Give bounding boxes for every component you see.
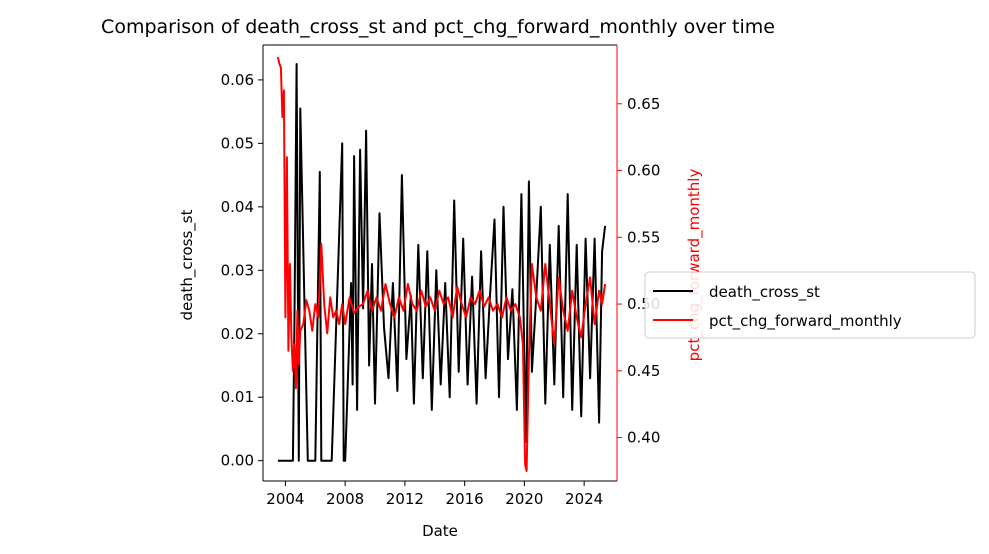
left-y-tick-label: 0.04 [221, 198, 254, 216]
legend: death_cross_st pct_chg_forward_monthly [644, 271, 976, 339]
left-y-tick-label: 0.02 [221, 325, 254, 343]
series-layer [276, 56, 607, 472]
right-y-tick-label: 0.60 [627, 162, 660, 180]
left-y-tick-label: 0.01 [221, 388, 254, 406]
chart-title: Comparison of death_cross_st and pct_chg… [101, 16, 775, 38]
left-y-tick-label: 0.05 [221, 134, 254, 152]
legend-box [644, 271, 976, 339]
ticks-layer: 2004 2008 2012 2016 2020 2024 0.00 0.01 0.02 0.03… [221, 71, 661, 508]
left-y-axis-label: death_cross_st [178, 209, 197, 320]
right-y-tick-label: 0.55 [627, 228, 660, 246]
left-y-tick-label: 0.03 [221, 261, 254, 279]
x-tick-label: 2024 [565, 490, 603, 508]
legend-label-death-cross-st: death_cross_st [709, 283, 820, 302]
series-line-pct-chg-forward-monthly [276, 56, 607, 472]
x-tick-label: 2004 [266, 490, 304, 508]
x-axis-label: Date [422, 522, 458, 540]
left-y-tick-label: 0.06 [221, 71, 254, 89]
x-tick-label: 2016 [446, 490, 484, 508]
right-y-tick-label: 0.65 [627, 95, 660, 113]
right-y-tick-label: 0.40 [627, 429, 660, 447]
right-y-tick-label: 0.45 [627, 362, 660, 380]
x-tick-label: 2012 [386, 490, 424, 508]
x-tick-label: 2020 [505, 490, 543, 508]
series-line-death-cross-st [277, 63, 607, 462]
legend-label-pct-chg-forward-monthly: pct_chg_forward_monthly [709, 312, 902, 331]
x-tick-label: 2008 [326, 490, 364, 508]
left-y-tick-label: 0.00 [221, 452, 254, 470]
